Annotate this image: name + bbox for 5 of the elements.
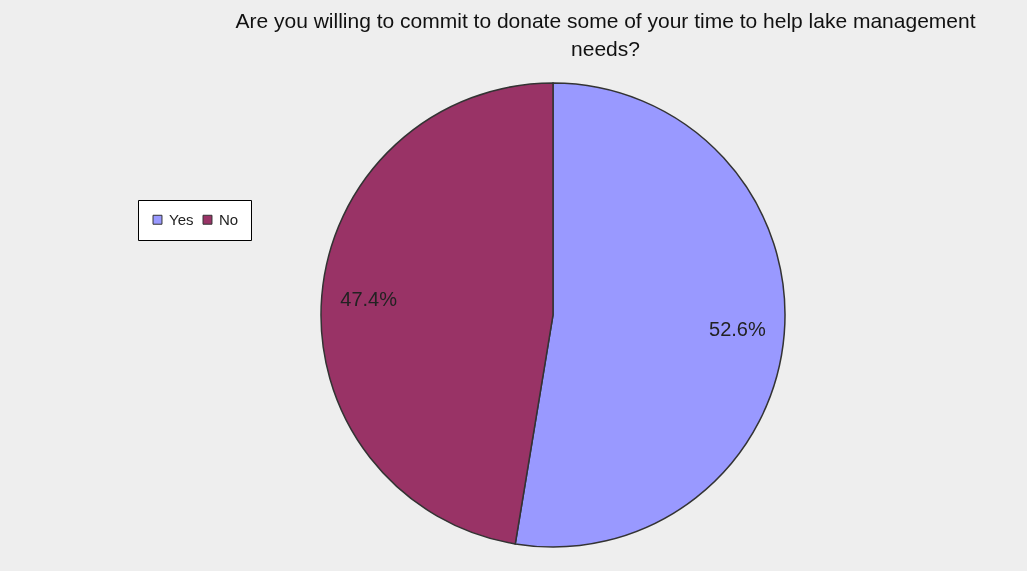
data-label: 47.4% — [340, 287, 398, 310]
legend-label: No — [219, 210, 239, 228]
data-label: 52.6% — [709, 318, 766, 341]
chart-title: Are you willing to commit to donate some of your time to help lake management needs? — [235, 9, 976, 60]
legend-label: Yes — [169, 210, 194, 228]
